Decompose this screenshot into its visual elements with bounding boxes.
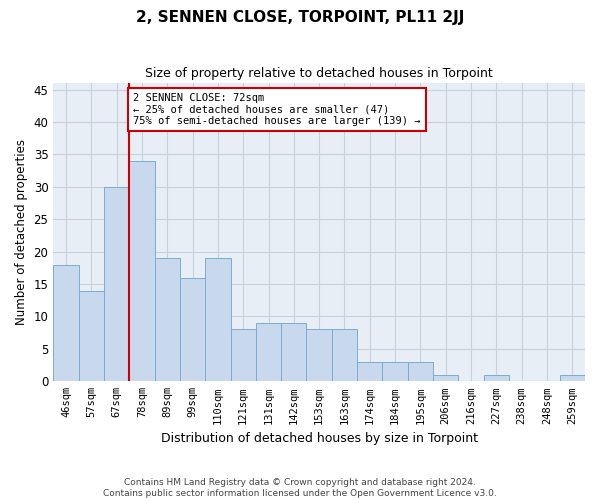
Bar xyxy=(180,278,205,382)
Text: Contains HM Land Registry data © Crown copyright and database right 2024.
Contai: Contains HM Land Registry data © Crown c… xyxy=(103,478,497,498)
Bar xyxy=(205,258,230,382)
Bar xyxy=(104,187,129,382)
Text: 2, SENNEN CLOSE, TORPOINT, PL11 2JJ: 2, SENNEN CLOSE, TORPOINT, PL11 2JJ xyxy=(136,10,464,25)
Bar xyxy=(307,330,332,382)
Text: 2 SENNEN CLOSE: 72sqm
← 25% of detached houses are smaller (47)
75% of semi-deta: 2 SENNEN CLOSE: 72sqm ← 25% of detached … xyxy=(133,93,421,126)
Bar xyxy=(332,330,357,382)
Title: Size of property relative to detached houses in Torpoint: Size of property relative to detached ho… xyxy=(145,68,493,80)
Bar xyxy=(484,375,509,382)
Bar xyxy=(256,323,281,382)
Bar xyxy=(155,258,180,382)
Bar xyxy=(230,330,256,382)
Bar xyxy=(560,375,585,382)
Y-axis label: Number of detached properties: Number of detached properties xyxy=(15,139,28,325)
Bar xyxy=(382,362,408,382)
X-axis label: Distribution of detached houses by size in Torpoint: Distribution of detached houses by size … xyxy=(161,432,478,445)
Bar xyxy=(79,290,104,382)
Bar xyxy=(433,375,458,382)
Bar xyxy=(53,264,79,382)
Bar xyxy=(129,161,155,382)
Bar xyxy=(357,362,382,382)
Bar xyxy=(408,362,433,382)
Bar xyxy=(281,323,307,382)
